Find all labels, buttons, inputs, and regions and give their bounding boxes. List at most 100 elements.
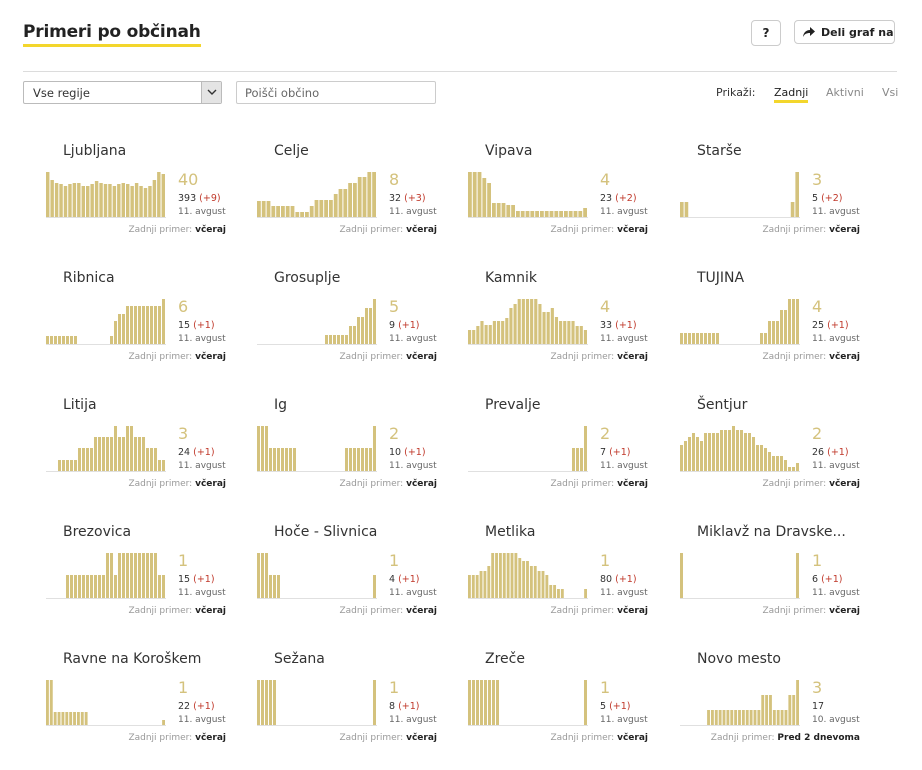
- municipality-card[interactable]: Prevalje 2 7 (+1) 11. avgust Zadnji primer: …: [468, 389, 648, 509]
- chart-bar: [753, 710, 757, 725]
- cases-bar-chart: [46, 426, 166, 472]
- chart-bar: [509, 308, 513, 344]
- update-date: 11. avgust: [600, 588, 648, 598]
- chart-bar: [70, 336, 73, 344]
- chart-bar: [518, 558, 522, 598]
- municipality-card[interactable]: Ravne na Koroškem 1 22 (+1) 11. avgust Zadnj…: [46, 643, 226, 763]
- chart-bar: [257, 553, 260, 598]
- municipality-card[interactable]: Ljubljana 40 393 (+9) 11. avgust Zadnji prim…: [46, 135, 226, 255]
- last-case-label: Zadnji primer:: [762, 352, 827, 362]
- chart-bar: [74, 460, 77, 471]
- chart-bar: [146, 448, 149, 471]
- chart-bar: [522, 561, 526, 598]
- total-value: 25: [812, 320, 825, 331]
- chart-bar: [788, 299, 791, 344]
- current-cases: 2: [812, 424, 823, 443]
- total-value: 26: [812, 447, 825, 458]
- last-case: Zadnji primer: včeraj: [550, 733, 648, 743]
- total-cases: 22 (+1): [178, 701, 215, 712]
- chart-bar: [372, 172, 376, 217]
- cases-bar-chart: [680, 172, 800, 218]
- chart-bar: [261, 426, 264, 471]
- chart-bar: [506, 205, 511, 217]
- current-cases: 8: [389, 170, 400, 189]
- chart-bar: [118, 437, 121, 471]
- municipality-card[interactable]: Zreče 1 5 (+1) 11. avgust Zadnji primer: vče…: [468, 643, 648, 763]
- municipality-card[interactable]: Kamnik 4 33 (+1) 11. avgust Zadnji primer: v…: [468, 262, 648, 382]
- municipality-card[interactable]: Novo mesto 3 17 10. avgust Zadnji primer: P…: [680, 643, 860, 763]
- total-cases: 32 (+3): [389, 193, 426, 204]
- chart-bar: [329, 200, 333, 217]
- filter-option-aktivni[interactable]: Aktivni: [826, 86, 864, 99]
- municipality-search-input[interactable]: [236, 81, 436, 104]
- municipality-card[interactable]: Hoče - Slivnica 1 4 (+1) 11. avgust Zadnji p…: [257, 516, 437, 636]
- municipality-card[interactable]: Vipava 4 23 (+2) 11. avgust Zadnji primer: v…: [468, 135, 648, 255]
- chart-bar: [484, 325, 488, 344]
- chart-bar: [516, 211, 520, 217]
- chart-bar: [70, 460, 73, 471]
- municipality-name: Miklavž na Dravske...: [697, 524, 846, 540]
- delta-value: (+1): [193, 574, 215, 585]
- chart-bar: [772, 456, 775, 471]
- filter-option-zadnji[interactable]: Zadnji: [774, 86, 809, 103]
- chart-bar: [535, 211, 539, 217]
- chart-bar: [150, 553, 153, 598]
- chart-bar: [266, 201, 271, 217]
- municipality-card[interactable]: Metlika 1 80 (+1) 11. avgust Zadnji primer: …: [468, 516, 648, 636]
- cases-bar-chart: [46, 680, 166, 726]
- municipality-card[interactable]: Starše 3 5 (+2) 11. avgust Zadnji primer: vč…: [680, 135, 860, 255]
- municipality-card[interactable]: Sežana 1 8 (+1) 11. avgust Zadnji primer: vč…: [257, 643, 437, 763]
- help-button[interactable]: ?: [751, 20, 781, 46]
- update-date: 11. avgust: [389, 207, 437, 217]
- municipality-card[interactable]: TUJINA 4 25 (+1) 11. avgust Zadnji primer: v…: [680, 262, 860, 382]
- chart-bar: [57, 712, 61, 725]
- last-case-value: včeraj: [617, 606, 648, 616]
- share-button[interactable]: Deli graf na: [794, 20, 895, 44]
- last-case-label: Zadnji primer:: [762, 479, 827, 489]
- cases-bar-chart: [468, 426, 588, 472]
- chart-bar: [538, 304, 542, 344]
- municipality-card[interactable]: Ribnica 6 15 (+1) 11. avgust Zadnji primer: …: [46, 262, 226, 382]
- chevron-down-icon[interactable]: [201, 82, 221, 103]
- total-value: 80: [600, 574, 613, 585]
- municipality-card[interactable]: Litija 3 24 (+1) 11. avgust Zadnji primer: v…: [46, 389, 226, 509]
- chart-bar: [102, 575, 105, 598]
- municipality-card[interactable]: Ig 2 10 (+1) 11. avgust Zadnji primer: včera…: [257, 389, 437, 509]
- chart-bar: [726, 710, 730, 725]
- chart-bar: [261, 680, 264, 725]
- chart-bar: [117, 184, 121, 217]
- total-cases: 26 (+1): [812, 447, 849, 458]
- chart-bar: [277, 575, 280, 598]
- chart-bar: [477, 172, 482, 217]
- last-case-value: včeraj: [406, 479, 437, 489]
- cases-bar-chart: [680, 426, 800, 472]
- municipality-card[interactable]: Šentjur 2 26 (+1) 11. avgust Zadnji primer: …: [680, 389, 860, 509]
- update-date: 11. avgust: [389, 588, 437, 598]
- chart-bar: [776, 321, 779, 344]
- cases-bar-chart: [257, 680, 377, 726]
- chart-bar: [541, 571, 545, 598]
- chart-bar: [549, 211, 554, 217]
- last-case-value: včeraj: [617, 352, 648, 362]
- municipality-card[interactable]: Brezovica 1 15 (+1) 11. avgust Zadnji primer…: [46, 516, 226, 636]
- municipality-card[interactable]: Grosuplje 5 9 (+1) 11. avgust Zadnji primer:…: [257, 262, 437, 382]
- chart-bar: [496, 203, 501, 217]
- filter-option-vsi[interactable]: Vsi: [882, 86, 899, 99]
- chart-bar: [748, 433, 751, 471]
- current-cases: 6: [178, 297, 189, 316]
- total-value: 9: [389, 320, 396, 331]
- municipality-name: Ljubljana: [63, 143, 127, 159]
- last-case-label: Zadnji primer:: [550, 225, 615, 235]
- last-case-value: včeraj: [406, 606, 437, 616]
- region-select[interactable]: Vse regije: [23, 81, 222, 104]
- delta-value: (+2): [821, 193, 843, 204]
- chart-bar: [557, 589, 560, 598]
- municipality-card[interactable]: Celje 8 32 (+3) 11. avgust Zadnji primer: vč…: [257, 135, 437, 255]
- chart-bar: [130, 426, 133, 471]
- chart-bar: [700, 441, 703, 471]
- municipality-card[interactable]: Miklavž na Dravske... 1 6 (+1) 11. avgust Za…: [680, 516, 860, 636]
- chart-bar: [712, 433, 715, 471]
- chart-bar: [563, 321, 567, 344]
- total-cases: 5 (+1): [600, 701, 631, 712]
- chart-bar: [349, 448, 352, 471]
